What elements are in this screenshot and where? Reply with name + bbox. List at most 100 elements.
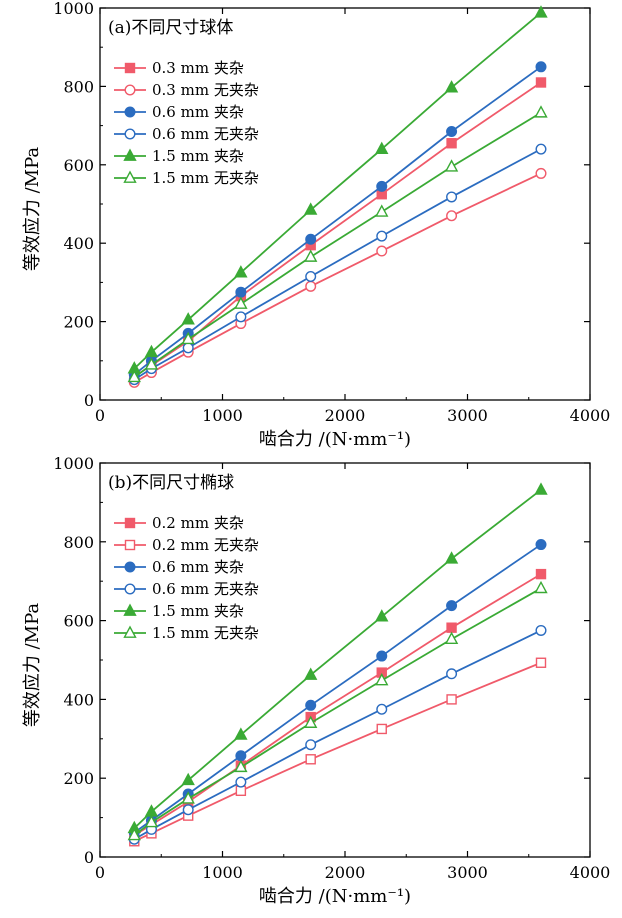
data-point [376,723,387,735]
data-point [535,167,547,179]
y-tick-label: 1000 [53,0,94,18]
data-point [376,180,388,192]
x-tick-label: 1000 [202,406,243,425]
legend-marker [124,62,136,74]
data-point [535,539,547,551]
legend-marker [123,148,137,161]
data-point [534,482,548,495]
series-line [133,489,542,829]
data-point [304,249,318,262]
data-point [534,580,548,594]
data-point [235,750,247,762]
data-point [304,202,318,215]
data-point [446,600,458,612]
data-point [304,667,318,680]
data-point [235,776,247,788]
data-point [235,311,247,323]
y-tick-label: 0 [84,848,94,867]
data-point [446,622,457,633]
data-point [375,609,389,622]
legend-marker [124,539,136,551]
data-point [305,280,317,292]
y-tick-label: 400 [63,690,94,709]
data-point [305,271,317,283]
y-tick-label: 600 [63,612,94,631]
legend-marker [123,170,137,183]
data-point [535,568,547,580]
legend-marker [123,603,137,616]
series-line [133,587,542,837]
x-tick-label: 3000 [447,406,488,425]
y-axis-label: 等效应力 /MPa [22,603,43,728]
x-axis-label: 啮合力 /(N·mm⁻¹) [259,886,411,907]
data-point [235,785,247,797]
data-point [305,739,317,751]
y-tick-label: 200 [63,769,94,788]
y-tick-label: 0 [84,391,94,410]
y-tick-label: 800 [63,533,94,552]
data-point [375,141,389,155]
data-point [534,105,548,118]
data-point [181,312,195,325]
x-tick-label: 0 [95,406,105,425]
legend-entry: 0.2 mm 夹杂 [152,514,244,532]
legend-entry: 0.6 mm 无夹杂 [152,580,259,598]
chart-title: (a)不同尺寸球体 [108,18,233,38]
series-line [133,629,542,841]
data-point [444,551,459,564]
data-point [182,342,194,354]
data-point [535,657,547,668]
chart-panel-b: 0 1000 2000 3000 4000 0 200 400 600 800 1000 啮合力 /(… [22,454,610,907]
data-point [305,754,316,765]
x-axis-label: 啮合力 /(N·mm⁻¹) [259,429,411,450]
data-point [305,699,317,711]
data-point [127,369,141,383]
data-point [144,814,159,828]
x-tick-label: 0 [95,863,105,882]
legend-entry: 1.5 mm 无夹杂 [152,169,259,187]
y-axis-label: 等效应力 /MPa [22,147,43,272]
chart-panel-a: 0 1000 2000 3000 4000 0 200 400 600 800 1000 啮合力 /(… [22,0,610,450]
data-point [144,357,159,370]
chart-title: (b)不同尺寸椭球 [108,473,234,493]
x-tick-label: 1000 [202,863,243,882]
legend-marker [124,128,136,140]
legend-entry: 0.6 mm 无夹杂 [152,125,259,143]
data-point [181,791,195,804]
legend-entry: 0.6 mm 夹杂 [152,558,244,576]
legend-entry: 1.5 mm 无夹杂 [152,624,259,642]
data-point [376,703,388,715]
data-point [376,230,388,242]
series-line [133,148,542,381]
legend-entry: 0.2 mm 无夹杂 [152,536,259,554]
data-point [535,143,547,155]
x-tick-label: 2000 [325,863,366,882]
x-tick-label: 4000 [570,406,611,425]
data-point [444,159,459,172]
data-point [376,650,388,662]
data-point [535,61,547,73]
data-point [535,624,547,636]
legend-marker [123,625,137,638]
data-point [181,331,195,345]
data-point [375,673,389,686]
legend-marker [124,517,136,529]
data-point [235,286,247,298]
y-tick-label: 800 [63,77,94,96]
data-point [446,138,457,149]
data-point [305,233,317,245]
legend-entry: 0.3 mm 无夹杂 [152,81,259,99]
data-point [446,210,458,222]
data-point [444,80,459,93]
data-point [446,191,458,203]
data-point [234,265,248,278]
legend-entry: 0.3 mm 夹杂 [152,59,244,77]
data-point [446,694,457,705]
data-point [234,727,248,740]
data-point [127,827,141,841]
data-point [535,77,547,88]
legend-marker [124,106,136,118]
y-tick-label: 400 [63,234,94,253]
